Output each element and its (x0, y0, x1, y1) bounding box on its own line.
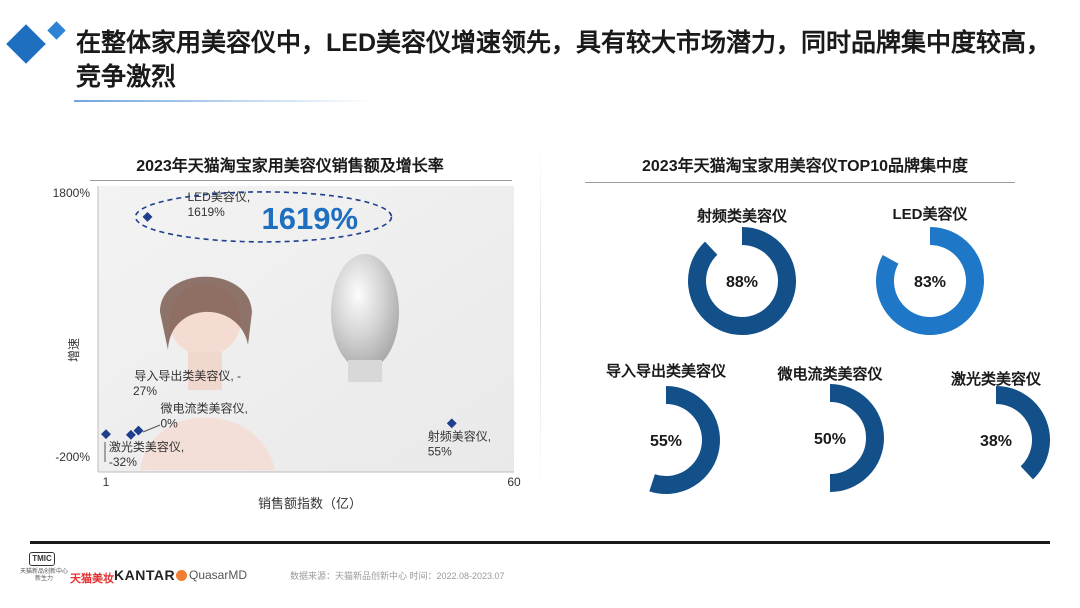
donut-chart-3: 50% (814, 384, 884, 492)
scatter-point-label-1: 导入导出类美容仪, -27% (133, 368, 241, 398)
donut-chart-2: 55% (649, 386, 720, 494)
callout-value: 1619% (261, 201, 358, 236)
x-tick-max: 60 (507, 475, 521, 489)
donut-slice-2 (649, 386, 720, 494)
kantar-logo: KANTAR (114, 567, 176, 583)
donut-slice-1 (876, 227, 984, 335)
quasar-logo-icon (176, 570, 187, 581)
donut-value-label-4: 38% (980, 433, 1012, 450)
donut-slice-0 (688, 227, 796, 335)
y-tick-bottom: -200% (55, 450, 90, 464)
donut-category-label-1: LED美容仪 (892, 206, 968, 223)
donut-chart-4: 38% (980, 386, 1050, 480)
leader-line-2 (142, 424, 161, 433)
tmic-logo: TMIC (29, 552, 55, 566)
title-underline (74, 100, 374, 102)
panel-divider (540, 140, 541, 490)
y-tick-top: 1800% (53, 186, 91, 200)
scatter-point-label-3: 激光类美容仪, -32% (109, 439, 184, 469)
scatter-point-3 (125, 429, 136, 440)
donut-chart-1: 83% (876, 227, 984, 335)
donut-value-label-2: 55% (650, 433, 682, 450)
donut-title-rule (585, 182, 1015, 183)
donut-panel-title: 2023年天猫淘宝家用美容仪TOP10品牌集中度 (642, 158, 968, 175)
page-title: 在整体家用美容仪中，LED美容仪增速领先，具有较大市场潜力，同时品牌集中度较高，… (76, 29, 1052, 91)
scatter-point-0 (142, 211, 153, 222)
donut-chart-0: 88% (688, 227, 796, 335)
donut-value-label-3: 50% (814, 431, 846, 448)
donut-category-label-3: 微电流类美容仪 (777, 366, 883, 383)
quasar-logo: QuasarMD (189, 568, 248, 582)
scatter-chart: 1800% -200% 1 60 销售额指数（亿） 增速 LED美容仪, 1619… (53, 186, 521, 511)
footer-rule (30, 541, 1050, 544)
background-photo (98, 186, 514, 472)
callout-ellipse (134, 191, 393, 243)
scatter-title-rule (90, 180, 512, 181)
donut-category-label-0: 射频类美容仪 (696, 208, 787, 225)
donut-value-label-1: 83% (914, 274, 946, 291)
tmic-logo-subtitle: 天猫新品创新中心 新生力 (19, 569, 68, 582)
scatter-chart-title: 2023年天猫淘宝家用美容仪销售额及增长率 (136, 158, 444, 175)
data-source-note: 数据来源：天猫新品创新中心 时间：2022.08-2023.07 (290, 571, 505, 581)
scatter-point-4 (446, 418, 457, 429)
x-tick-min: 1 (103, 475, 110, 489)
donut-value-label-0: 88% (726, 274, 758, 291)
donut-category-label-2: 导入导出类美容仪 (605, 363, 726, 380)
scatter-point-label-4: 射频美容仪, 55% (428, 428, 491, 458)
scatter-point-2 (133, 425, 144, 436)
donut-slice-3 (829, 384, 884, 492)
scatter-point-label-2: 微电流类美容仪, 0% (161, 401, 248, 431)
donut-slice-4 (995, 386, 1050, 480)
y-axis-label: 增速 (67, 338, 81, 362)
donut-category-label-4: 激光类美容仪 (950, 371, 1041, 388)
tmall-beauty-logo: 天猫美妆 (70, 573, 114, 585)
x-axis-label: 销售额指数（亿） (258, 496, 362, 511)
